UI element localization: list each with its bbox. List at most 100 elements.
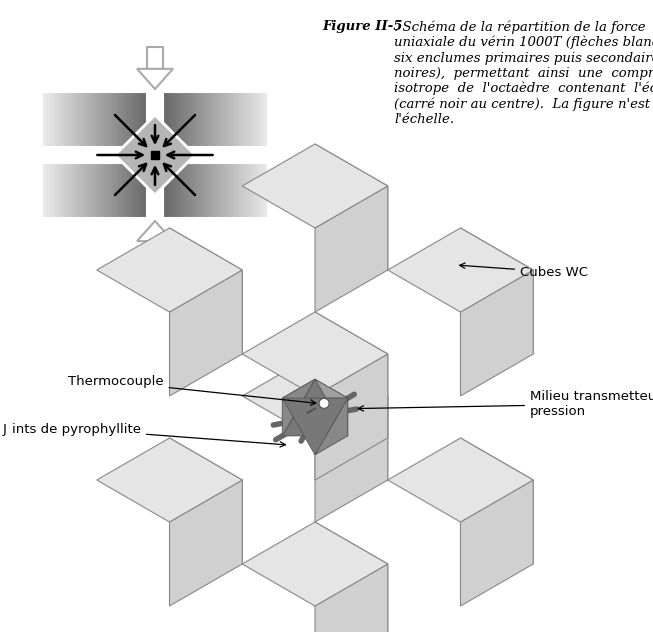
- Bar: [71, 92, 72, 147]
- Bar: [144, 163, 146, 218]
- Bar: [163, 92, 268, 147]
- Polygon shape: [315, 144, 388, 270]
- Bar: [175, 92, 176, 147]
- Bar: [223, 92, 225, 147]
- Bar: [48, 163, 50, 218]
- Bar: [266, 92, 268, 147]
- Bar: [238, 163, 240, 218]
- Bar: [259, 163, 261, 218]
- Bar: [210, 92, 212, 147]
- Bar: [142, 92, 144, 147]
- Bar: [74, 92, 75, 147]
- Bar: [76, 163, 78, 218]
- Bar: [42, 163, 147, 218]
- Bar: [133, 92, 135, 147]
- Bar: [165, 163, 166, 218]
- Bar: [134, 92, 136, 147]
- Bar: [135, 92, 137, 147]
- Bar: [106, 163, 108, 218]
- Bar: [199, 163, 200, 218]
- Bar: [226, 163, 228, 218]
- Bar: [248, 163, 250, 218]
- Bar: [116, 92, 118, 147]
- Bar: [114, 163, 116, 218]
- Bar: [168, 92, 170, 147]
- Circle shape: [319, 398, 329, 408]
- Bar: [213, 92, 215, 147]
- Bar: [252, 163, 254, 218]
- Bar: [64, 163, 66, 218]
- Bar: [247, 163, 249, 218]
- Bar: [148, 241, 163, 263]
- Bar: [244, 163, 246, 218]
- Bar: [256, 163, 258, 218]
- Bar: [75, 163, 76, 218]
- Bar: [168, 163, 170, 218]
- Text: Milieu transmetteur dé
pression: Milieu transmetteur dé pression: [358, 390, 653, 418]
- Polygon shape: [315, 379, 348, 436]
- Bar: [57, 92, 59, 147]
- Bar: [230, 92, 232, 147]
- Bar: [197, 163, 199, 218]
- Polygon shape: [315, 564, 388, 632]
- Bar: [43, 163, 45, 218]
- Bar: [242, 163, 244, 218]
- Bar: [221, 163, 223, 218]
- Bar: [215, 92, 217, 147]
- Bar: [204, 163, 206, 218]
- Bar: [61, 163, 63, 218]
- Bar: [214, 163, 216, 218]
- Bar: [95, 163, 96, 218]
- Bar: [119, 163, 121, 218]
- Bar: [171, 163, 172, 218]
- Bar: [204, 92, 206, 147]
- Bar: [188, 92, 190, 147]
- Polygon shape: [242, 312, 388, 396]
- Bar: [106, 92, 108, 147]
- Bar: [75, 92, 76, 147]
- Bar: [151, 151, 159, 159]
- Bar: [139, 92, 141, 147]
- Bar: [42, 92, 44, 147]
- Bar: [48, 92, 50, 147]
- Bar: [202, 92, 204, 147]
- Bar: [64, 92, 66, 147]
- Bar: [215, 163, 217, 218]
- Bar: [252, 92, 254, 147]
- Polygon shape: [315, 522, 388, 632]
- Bar: [114, 92, 116, 147]
- Polygon shape: [170, 438, 242, 564]
- Bar: [251, 163, 253, 218]
- Bar: [166, 92, 167, 147]
- Bar: [113, 163, 115, 218]
- Bar: [126, 163, 128, 218]
- Text: Cubes WC: Cubes WC: [460, 263, 588, 279]
- Polygon shape: [242, 144, 388, 228]
- Bar: [208, 92, 210, 147]
- Polygon shape: [460, 270, 534, 396]
- Bar: [63, 163, 65, 218]
- Bar: [189, 163, 191, 218]
- Bar: [105, 163, 107, 218]
- Bar: [97, 163, 99, 218]
- Bar: [259, 92, 261, 147]
- Bar: [131, 163, 133, 218]
- Bar: [86, 92, 87, 147]
- Bar: [146, 92, 148, 147]
- Bar: [69, 163, 70, 218]
- Bar: [178, 163, 180, 218]
- Bar: [263, 163, 264, 218]
- Bar: [56, 92, 58, 147]
- Bar: [69, 92, 70, 147]
- Bar: [243, 163, 245, 218]
- Bar: [165, 92, 166, 147]
- Bar: [110, 92, 112, 147]
- Bar: [134, 163, 136, 218]
- Bar: [193, 163, 195, 218]
- Bar: [89, 163, 91, 218]
- Bar: [129, 92, 131, 147]
- Bar: [210, 163, 212, 218]
- Bar: [261, 92, 263, 147]
- Polygon shape: [137, 69, 173, 89]
- Bar: [42, 163, 44, 218]
